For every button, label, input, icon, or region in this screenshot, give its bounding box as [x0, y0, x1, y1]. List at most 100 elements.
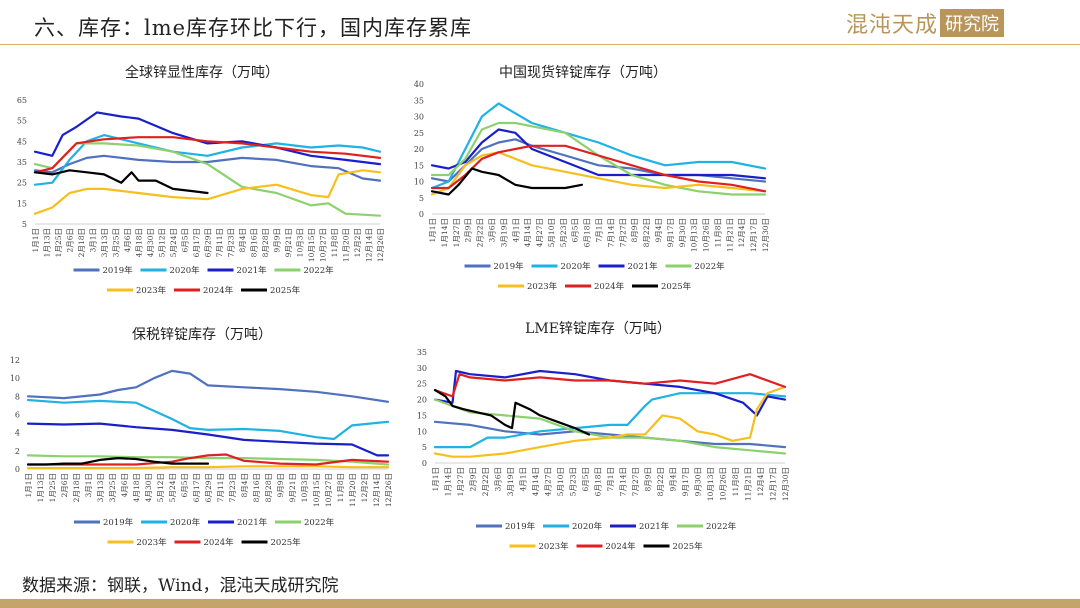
x-tick-label: 4月30日: [144, 473, 153, 502]
x-tick-label: 11月20日: [348, 473, 357, 507]
x-tick-label: 1月1日: [24, 473, 33, 498]
y-tick-label: 20: [417, 396, 427, 405]
legend-label: 2020年: [572, 521, 603, 532]
x-tick-label: 5月10日: [547, 218, 556, 247]
legend-item: 2019年: [476, 521, 536, 532]
legend-label: 2022年: [304, 517, 335, 528]
x-tick-label: 12月26日: [376, 228, 385, 262]
legend-label: 2020年: [170, 265, 201, 276]
x-tick-label: 12月17日: [769, 467, 778, 501]
x-tick-label: 1月14日: [444, 467, 453, 496]
legend-label: 2023年: [137, 537, 168, 548]
y-tick-label: 12: [10, 356, 20, 365]
legend-label: 2020年: [561, 261, 592, 272]
x-tick-label: 9月4日: [669, 467, 678, 492]
legend-item: 2021年: [208, 517, 268, 528]
slide-title: 六、库存：lme库存环比下行，国内库存累库: [34, 16, 473, 40]
series-line-2023年: [26, 465, 390, 470]
x-tick-label: 1月13日: [43, 228, 52, 257]
y-tick-label: 25: [417, 380, 427, 389]
legend-item: 2022年: [275, 517, 335, 528]
chart-legend: 2019年 2020年 2021年 2022年 2023年 2024年 2025年: [73, 265, 334, 296]
series-line-2025年: [430, 167, 584, 196]
legend-item: 2022年: [677, 521, 737, 532]
x-tick-label: 4月18日: [135, 228, 144, 257]
x-tick-label: 12月4日: [737, 218, 746, 247]
x-tick-label: 11月21日: [744, 467, 753, 501]
y-tick-label: 0: [419, 210, 424, 219]
series-line-2019年: [433, 420, 787, 449]
chart-global: 5 15 25 35 45 55 65 1月1日 1月13日 1月25日 2月6日 2月18日 3月1日…: [17, 96, 385, 296]
x-tick-label: 7月23日: [227, 228, 236, 257]
x-tick-label: 9月4日: [654, 218, 663, 243]
x-tick-label: 8月22日: [642, 218, 651, 247]
x-tick-label: 7月27日: [618, 218, 627, 247]
x-tick-label: 9月9日: [276, 473, 285, 498]
x-tick-label: 4月14日: [531, 467, 540, 496]
x-tick-label: 4月14日: [523, 218, 532, 247]
x-tick-label: 1月1日: [31, 228, 40, 253]
chart-legend: 2019年 2020年 2021年 2022年 2023年 2024年 2025年: [464, 261, 725, 292]
x-tick-label: 8月4日: [238, 228, 247, 253]
y-tick-label: 25: [17, 179, 27, 188]
y-tick-label: 0: [422, 459, 427, 468]
legend-label: 2019年: [103, 517, 134, 528]
series-line-2024年: [430, 144, 767, 193]
legend-item: 2024年: [174, 537, 234, 548]
chart-title-china: 中国现货锌锭库存（万吨）: [499, 65, 667, 81]
x-tick-label: 12月14日: [365, 228, 374, 262]
legend-label: 2021年: [639, 521, 670, 532]
series-line-2021年: [26, 422, 390, 457]
series-line-2020年: [33, 134, 382, 186]
legend-item: 2020年: [543, 521, 603, 532]
x-tick-label: 6月17日: [192, 228, 201, 257]
series-line-2025年: [33, 169, 209, 195]
y-tick-label: 55: [17, 117, 27, 126]
legend-label: 2024年: [606, 541, 637, 552]
legend-item: 2024年: [576, 541, 637, 552]
legend-label: 2020年: [170, 517, 201, 528]
x-tick-label: 11月20日: [342, 228, 351, 262]
x-tick-label: 12月2日: [353, 228, 362, 257]
legend-label: 2019年: [494, 261, 525, 272]
x-tick-label: 3月19日: [506, 467, 515, 496]
legend-label: 2023年: [136, 285, 167, 296]
series-line-2019年: [26, 369, 390, 403]
x-tick-label: 6月29日: [204, 473, 213, 502]
x-tick-label: 2月6日: [66, 228, 75, 253]
y-tick-label: 15: [17, 199, 27, 208]
x-tick-label: 4月1日: [519, 467, 528, 492]
legend-item: 2021年: [598, 261, 659, 272]
x-tick-label: 8月28日: [264, 473, 273, 502]
series-line-2020年: [430, 102, 767, 190]
legend-item: 2022年: [274, 265, 334, 276]
chart-legend: 2019年 2020年 2021年 2022年 2023年 2024年 2025年: [74, 517, 335, 548]
x-tick-label: 3月25日: [112, 228, 121, 257]
legend-item: 2025年: [643, 541, 703, 552]
data-source-note: 数据来源：钢联，Wind，混沌天成研究院: [22, 576, 339, 596]
y-tick-label: 2: [15, 447, 20, 456]
x-tick-label: 2月6日: [60, 473, 69, 498]
x-tick-label: 1月13日: [36, 473, 45, 502]
x-tick-label: 12月30日: [781, 467, 790, 501]
x-tick-label: 5月23日: [569, 467, 578, 496]
y-tick-label: 45: [17, 137, 27, 146]
x-tick-label: 9月9日: [273, 228, 282, 253]
legend-item: 2024年: [174, 285, 234, 296]
series-line-2023年: [430, 151, 767, 196]
x-tick-label: 10月15日: [312, 473, 321, 507]
x-tick-label: 1月14日: [440, 218, 449, 247]
x-tick-label: 6月5日: [581, 467, 590, 492]
legend-label: 2019年: [103, 265, 134, 276]
logo-script-text: 混沌天成: [846, 13, 939, 38]
chart-title-bonded: 保税锌锭库存（万吨）: [132, 327, 272, 343]
x-tick-label: 3月1日: [89, 228, 98, 253]
x-tick-label: 10月27日: [324, 473, 333, 507]
x-tick-label: 3月19日: [499, 218, 508, 247]
legend-label: 2021年: [237, 265, 268, 276]
legend-item: 2019年: [74, 517, 134, 528]
legend-item: 2023年: [107, 285, 167, 296]
x-tick-label: 2月9日: [469, 467, 478, 492]
x-tick-label: 3月6日: [487, 218, 496, 243]
legend-label: 2021年: [628, 261, 659, 272]
